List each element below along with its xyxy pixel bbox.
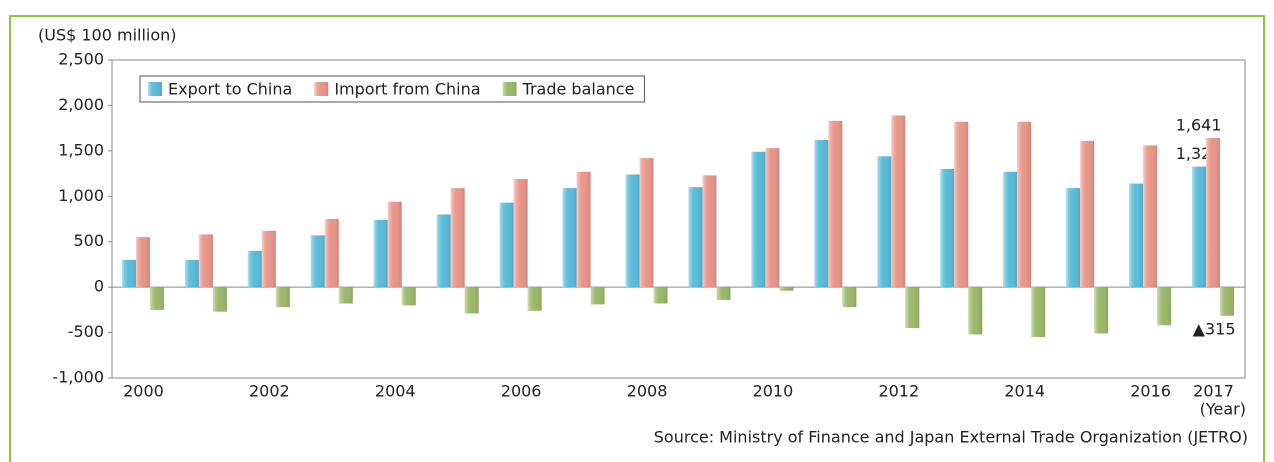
bar-shade [324,219,339,288]
data-label: 1,641 [1176,116,1222,135]
bar-shade [968,287,983,335]
bar-shade [576,171,591,288]
y-tick-label: -1,000 [52,368,104,387]
y-tick-label: 500 [73,231,104,250]
bar-shade [436,214,451,288]
bar-shade [1220,287,1235,316]
data-label: ▲315 [1193,319,1236,338]
bar-shade [401,287,416,306]
x-tick-label: 2002 [249,382,290,401]
bar-shade [1017,121,1032,288]
legend-box [139,75,645,103]
bar-shade [1080,140,1095,288]
bar-shade [877,156,892,288]
plot-area [111,59,1246,379]
bar-shade [1157,287,1172,326]
bar-shade [716,287,731,300]
bar-shade [954,121,969,288]
x-tick-label: 2004 [375,382,416,401]
bar-shade [450,188,465,288]
x-tick-label: 2008 [627,382,668,401]
bar-shade [198,234,213,288]
y-axis-label: (US$ 100 million) [38,26,177,45]
bar-shade [1143,145,1158,288]
bar-shade [688,187,703,288]
y-tick-label: 1,000 [58,186,104,205]
bar-shade [814,139,829,288]
x-tick-label: 2017 [1193,382,1234,401]
bar-shade [464,287,479,314]
x-tick-label: 2006 [501,382,542,401]
y-tick-label: -500 [68,322,104,341]
bar-shade [1094,287,1109,334]
bar-shade [310,235,325,288]
bar-shade [653,287,668,304]
x-tick-label: 2016 [1130,382,1171,401]
x-axis-label: (Year) [1200,400,1246,419]
legend-swatch-shade [502,82,517,96]
bar-shade [590,287,605,305]
bar-shade [1192,166,1207,288]
bar-shade [212,287,227,312]
bar-shade [940,169,955,288]
bar-shade [779,287,794,291]
bar-shade [1031,287,1046,338]
y-tick-label: 2,000 [58,95,104,114]
y-tick-label: 1,500 [58,140,104,159]
bar-shade [625,174,640,288]
x-tick-label: 2014 [1004,382,1045,401]
bar-shade [891,115,906,288]
bar-shade [499,202,514,288]
bar-shade [527,287,542,311]
bar-shade [387,201,402,288]
bar-shade [1206,138,1221,288]
bar-shade [639,158,654,288]
bar-shade [1066,188,1081,288]
bar-shade [513,179,528,288]
bar-shade [1129,183,1144,288]
x-tick-label: 2012 [878,382,919,401]
bar-shade [338,287,353,304]
bar-shade [842,287,857,308]
bar-shade [247,250,262,288]
bar-shade [765,148,780,288]
bar-shade [261,230,276,288]
bar-shade [905,287,920,329]
legend-label: Export to China [168,80,292,99]
legend-swatch-shade [148,82,162,96]
bar-shade [121,259,136,288]
bar-shade [1003,171,1018,288]
bar-shade [702,175,717,288]
legend-label: Import from China [334,80,480,99]
bar-shade [373,219,388,288]
bar-shade [184,259,199,288]
bar-shade [828,120,843,288]
bar-shade [562,188,577,288]
y-tick-label: 0 [94,277,104,296]
bar-shade [135,237,150,288]
bar-shade [751,151,766,288]
x-tick-label: 2000 [123,382,164,401]
bar-shade [149,287,164,310]
y-tick-label: 2,500 [58,50,104,69]
bar-shade [275,287,290,308]
legend-label: Trade balance [522,80,635,99]
x-tick-label: 2010 [753,382,794,401]
source: Source: Ministry of Finance and Japan Ex… [654,428,1248,447]
legend-swatch-shade [314,82,329,96]
